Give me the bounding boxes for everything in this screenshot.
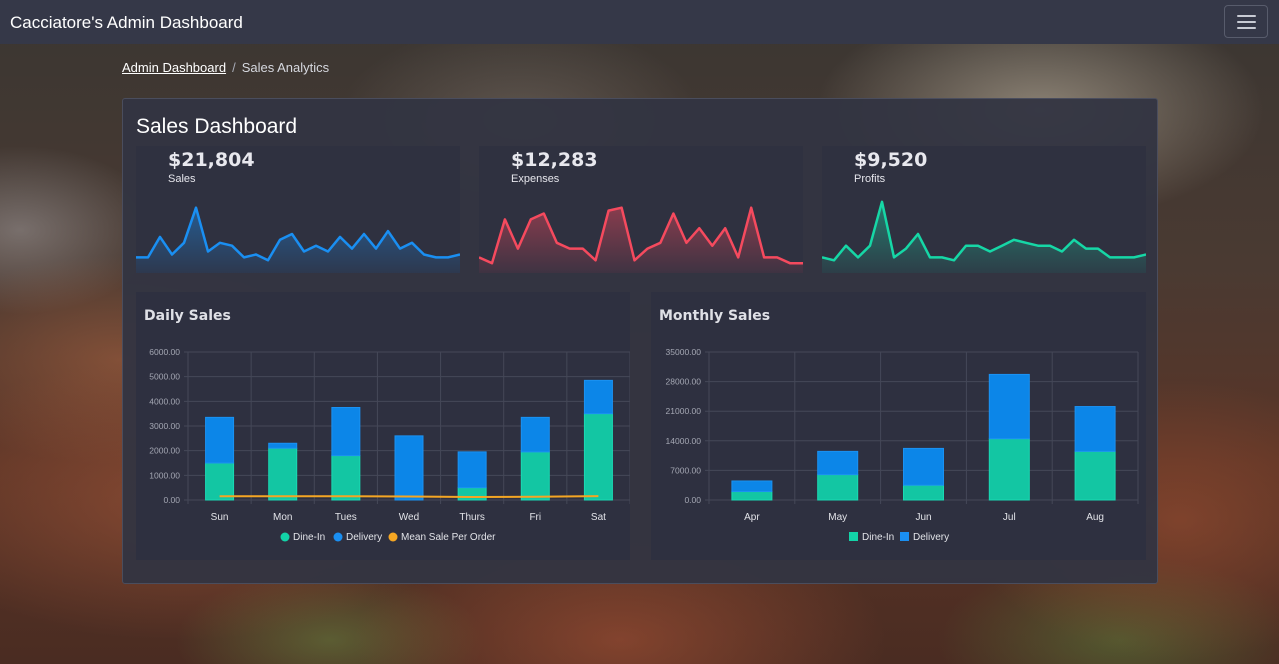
stat-card-sales: $21,804 Sales (136, 146, 460, 273)
bar-dine-in (331, 455, 361, 501)
sparkline-area (479, 207, 803, 273)
breadcrumb: Admin Dashboard / Sales Analytics (122, 60, 329, 75)
y-tick-label: 28000.00 (666, 377, 702, 387)
bar-dine-in (731, 491, 773, 501)
breadcrumb-home-link[interactable]: Admin Dashboard (122, 60, 227, 75)
sparkline-line (479, 206, 803, 265)
breadcrumb-separator: / (232, 60, 236, 75)
bar-delivery (731, 480, 773, 493)
bar-dine-in (583, 413, 613, 501)
x-tick-label: Fri (529, 512, 541, 523)
legend-marker (849, 532, 858, 541)
sales-sparkline (136, 206, 460, 273)
y-tick-label: 3000.00 (149, 421, 180, 431)
y-tick-label: 7000.00 (670, 465, 701, 475)
bar-delivery (903, 447, 944, 486)
x-tick-label: Sat (591, 512, 606, 523)
legend-marker (900, 532, 909, 541)
y-tick-label: 0.00 (684, 495, 701, 505)
y-tick-label: 4000.00 (149, 396, 180, 406)
hamburger-icon (1237, 21, 1256, 23)
legend-label: Delivery (913, 532, 949, 543)
y-tick-label: 14000.00 (666, 436, 702, 446)
legend-label: Dine-In (293, 532, 325, 543)
mean-sale-line (219, 495, 599, 499)
x-tick-label: Jun (915, 512, 931, 523)
stat-card-expenses: $12,283 Expenses (479, 146, 803, 273)
y-tick-label: 2000.00 (149, 446, 180, 456)
x-tick-label: Aug (1086, 512, 1104, 523)
stat-label: Sales (168, 173, 196, 185)
bar-dine-in (988, 438, 1030, 501)
hamburger-icon (1237, 15, 1256, 17)
bar-dine-in (205, 462, 235, 501)
sparkline-area (136, 207, 460, 273)
panel-title: Monthly Sales (659, 308, 771, 324)
stat-value: $9,520 (854, 149, 928, 171)
bar-delivery (1074, 406, 1116, 452)
expenses-sparkline (479, 206, 803, 273)
y-tick-label: 35000.00 (666, 347, 702, 357)
legend-label: Delivery (346, 532, 382, 543)
y-tick-label: 0.00 (163, 495, 180, 505)
y-tick-label: 6000.00 (149, 347, 180, 357)
bar-delivery (520, 416, 550, 453)
bar-delivery (817, 450, 859, 476)
bar-delivery (988, 373, 1030, 440)
stat-label: Expenses (511, 173, 560, 185)
daily-sales-chart: 0.00 1000.00 2000.00 3000.00 4000.00 5000.00 6… (149, 347, 630, 543)
stat-value: $12,283 (511, 149, 598, 171)
x-tick-label: Sun (211, 512, 229, 523)
page-title: Sales Dashboard (136, 115, 298, 138)
bar-dine-in (1074, 450, 1116, 501)
bar-delivery (205, 416, 235, 464)
profits-sparkline (822, 200, 1146, 273)
x-tick-label: Thurs (459, 512, 485, 523)
y-tick-label: 1000.00 (149, 470, 180, 480)
navbar-brand[interactable]: Cacciatore's Admin Dashboard (10, 13, 243, 32)
bar-dine-in (268, 447, 298, 501)
legend-label: Dine-In (862, 532, 894, 543)
x-tick-label: Jul (1003, 512, 1016, 523)
x-tick-label: Apr (744, 512, 760, 523)
x-tick-label: Wed (399, 512, 419, 523)
monthly-sales-chart: 0.00 7000.00 14000.00 21000.00 28000.00 35000… (666, 347, 1139, 543)
bar-delivery (394, 435, 424, 501)
legend-marker (333, 532, 343, 542)
panel-title: Daily Sales (144, 308, 231, 324)
legend-marker (280, 532, 290, 542)
legend-label: Mean Sale Per Order (401, 532, 496, 543)
breadcrumb-current: Sales Analytics (241, 60, 330, 75)
x-tick-label: Mon (273, 512, 292, 523)
stat-value: $21,804 (168, 149, 255, 171)
x-tick-label: May (828, 512, 847, 523)
bar-dine-in (520, 451, 550, 501)
daily-sales-panel: Daily Sales 0.00 1000.00 2000.00 3000.00 400… (136, 292, 630, 560)
bar-dine-in (817, 474, 859, 501)
bar-delivery (457, 451, 487, 489)
sales-dashboard-card: Sales Dashboard $21,804 Sales $12,283 Ex… (122, 98, 1158, 584)
bar-delivery (583, 379, 613, 415)
monthly-sales-panel: Monthly Sales 0.00 7000.00 14000.00 21000.0… (651, 292, 1146, 560)
y-tick-label: 5000.00 (149, 372, 180, 382)
y-tick-label: 21000.00 (666, 406, 702, 416)
sparkline-area (822, 201, 1146, 273)
navbar: Cacciatore's Admin Dashboard (0, 0, 1279, 44)
stat-label: Profits (854, 173, 886, 185)
sparkline-line (822, 200, 1146, 262)
x-tick-label: Tues (335, 512, 357, 523)
bar-dine-in (457, 487, 487, 501)
bar-dine-in (903, 484, 944, 501)
stat-card-profits: $9,520 Profits (822, 146, 1146, 273)
hamburger-icon (1237, 27, 1256, 29)
legend-marker (388, 532, 398, 542)
menu-toggle-button[interactable] (1224, 5, 1268, 38)
sparkline-line (136, 206, 460, 262)
bar-delivery (268, 442, 298, 449)
bar-delivery (331, 407, 361, 457)
